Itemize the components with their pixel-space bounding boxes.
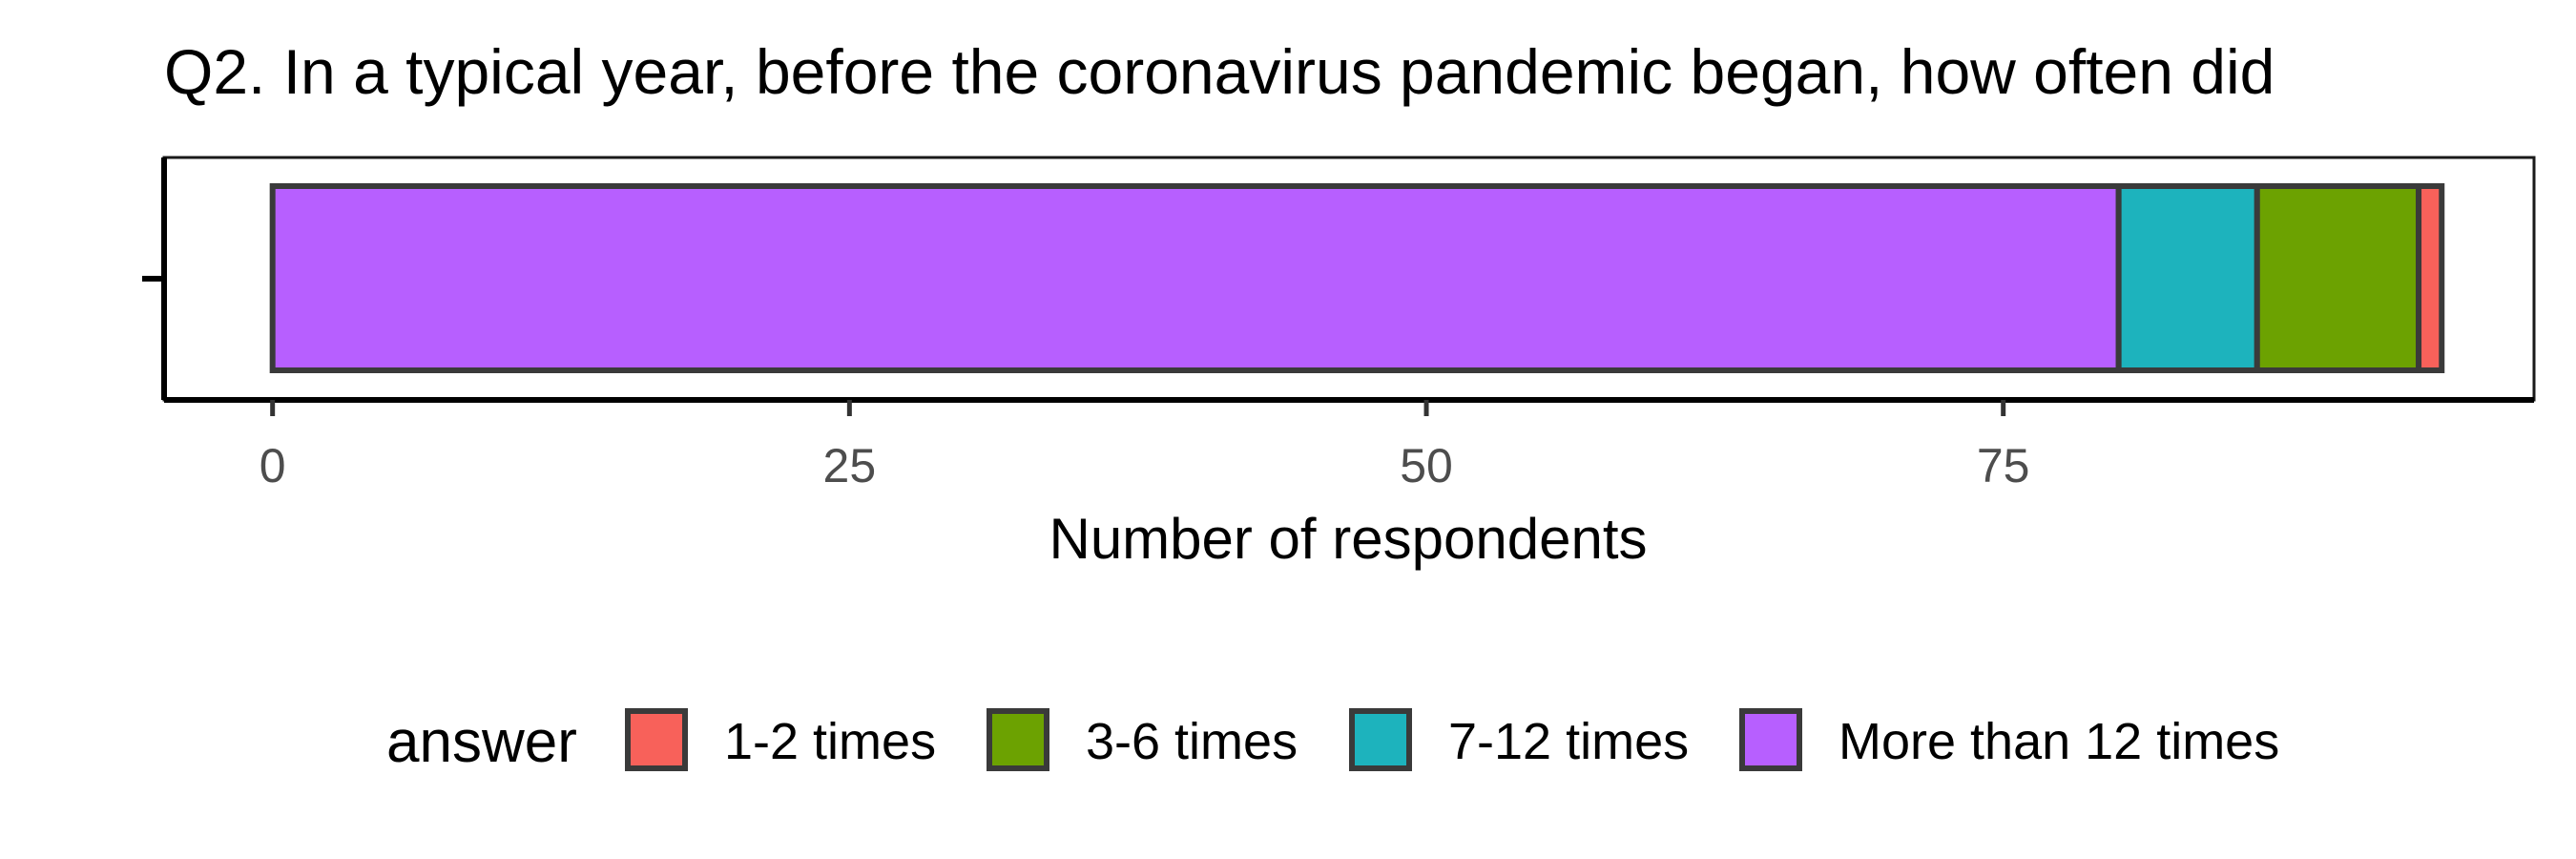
bar-segment-7-12-times xyxy=(2115,183,2260,373)
legend-label: More than 12 times xyxy=(1839,713,2279,770)
bar-segment-more-than-12-times xyxy=(269,183,2122,373)
legend-key-1-2-times xyxy=(625,708,688,771)
legend-key-more-than-12-times xyxy=(1739,708,1802,771)
x-tick-label: 0 xyxy=(260,439,286,492)
bar-group xyxy=(269,183,2445,373)
legend-key-7-12-times xyxy=(1349,708,1412,771)
bar-segment-1-2-times xyxy=(2416,183,2445,373)
legend-label: 3-6 times xyxy=(1086,713,1298,770)
x-tick-label: 25 xyxy=(823,439,877,492)
legend-key-3-6-times xyxy=(987,708,1049,771)
x-axis-title: Number of respondents xyxy=(1049,507,1647,571)
x-tick-label: 50 xyxy=(1400,439,1453,492)
x-axis-ticks: 0 25 50 75 xyxy=(260,400,2030,492)
legend: answer 1-2 times 3-6 times 7-12 times More … xyxy=(386,708,2279,775)
x-tick-label: 75 xyxy=(1977,439,2030,492)
chart-title: Q2. In a typical year, before the corona… xyxy=(164,36,2275,107)
legend-label: 1-2 times xyxy=(724,713,936,770)
bar-segment-3-6-times xyxy=(2254,183,2422,373)
legend-label: 7-12 times xyxy=(1448,713,1689,770)
legend-title: answer xyxy=(386,709,577,775)
